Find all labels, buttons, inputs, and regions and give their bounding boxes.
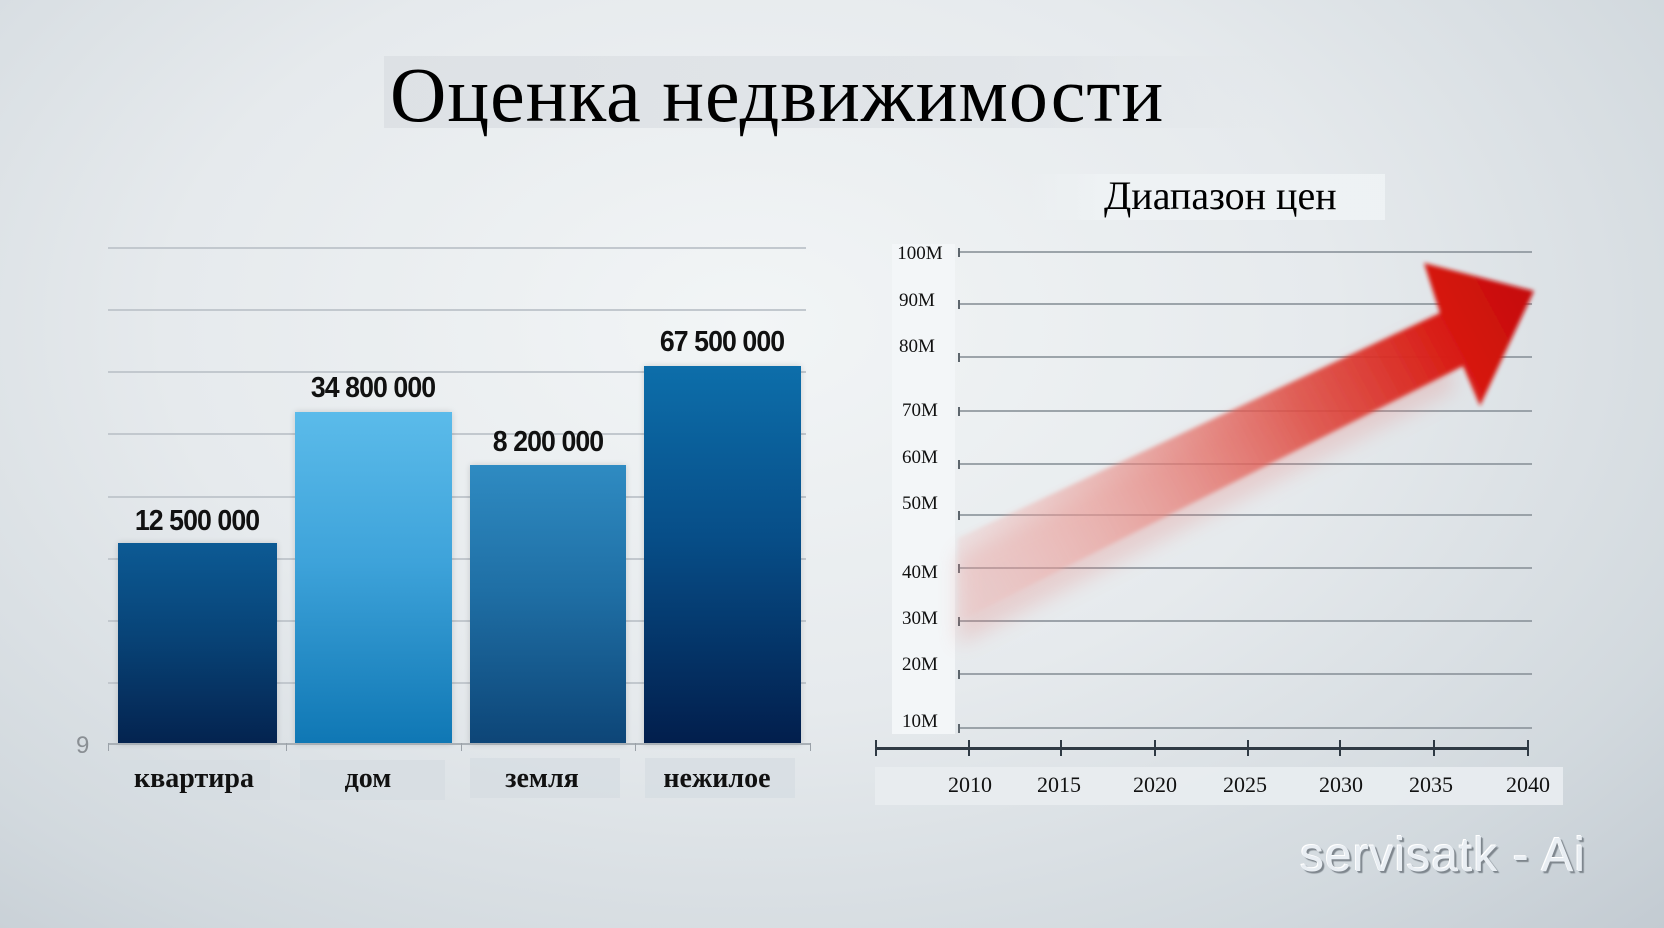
y-tick-label: 30M — [902, 608, 938, 629]
x-tick — [1433, 740, 1435, 756]
bar-value-label: 34 800 000 — [310, 372, 436, 404]
bar-value-label: 12 500 000 — [134, 505, 260, 537]
y-tick — [958, 670, 960, 679]
x-axis — [875, 747, 1528, 750]
y-tick-label: 40M — [902, 562, 938, 583]
category-label-dom: дом — [344, 763, 392, 794]
y-tick — [958, 460, 960, 469]
watermark: servisatk - Ai — [1300, 829, 1587, 882]
y-tick — [958, 511, 960, 520]
gridline — [108, 620, 806, 622]
gridline-50m — [958, 514, 1532, 516]
x-axis-tick — [635, 743, 636, 751]
category-label-zemlya: земля — [505, 763, 579, 794]
gridline — [108, 682, 806, 684]
bar-kvartira — [118, 543, 277, 744]
bar-value-label: 67 500 000 — [659, 326, 785, 358]
y-tick-label: 70M — [902, 400, 938, 421]
gridline — [108, 309, 806, 311]
x-axis-tick — [286, 743, 287, 751]
x-label-background — [875, 767, 1563, 805]
x-tick — [875, 740, 877, 756]
y-tick — [958, 300, 960, 309]
x-axis-tick — [461, 743, 462, 751]
x-tick — [1339, 740, 1341, 756]
gridline-90m — [958, 303, 1532, 305]
label-background — [300, 760, 445, 800]
category-label-nezhiloe: нежилое — [663, 763, 771, 794]
category-label-kvartira: квартира — [134, 763, 254, 794]
subtitle-background — [1030, 174, 1385, 220]
y-tick-label: 60M — [902, 447, 938, 468]
label-background — [470, 758, 620, 798]
y-tick-label: 20M — [902, 654, 938, 675]
label-background — [120, 760, 270, 800]
gridline — [108, 496, 806, 498]
x-axis-tick — [810, 743, 811, 751]
x-tick-label: 2035 — [1409, 772, 1453, 797]
gridline-20m — [958, 673, 1532, 675]
gridline — [108, 247, 806, 249]
x-tick-label: 2025 — [1223, 772, 1267, 797]
y-tick — [958, 248, 960, 257]
x-tick — [1247, 740, 1249, 756]
y-axis-origin-label: 9 — [76, 732, 90, 759]
y-tick — [958, 353, 960, 362]
x-tick — [1154, 740, 1156, 756]
y-tick-label: 10M — [902, 711, 938, 732]
gridline-30m — [958, 620, 1532, 622]
y-tick-label: 100M — [897, 243, 943, 264]
y-tick-label: 90M — [899, 290, 935, 311]
title-background — [384, 56, 1276, 128]
y-label-background — [892, 244, 955, 734]
x-axis-tick — [108, 743, 109, 751]
gridline — [108, 558, 806, 560]
x-tick-label: 2030 — [1319, 772, 1363, 797]
gridline-40m — [958, 567, 1532, 569]
gridline-10m — [958, 727, 1532, 729]
y-tick — [958, 407, 960, 416]
gridline — [108, 371, 806, 373]
x-tick — [968, 740, 970, 756]
x-tick-label: 2040 — [1506, 772, 1550, 797]
x-axis-baseline — [108, 743, 811, 745]
x-tick-label: 2010 — [948, 772, 992, 797]
y-tick — [958, 724, 960, 733]
bar-zemlya — [470, 465, 626, 744]
y-tick-label: 80M — [899, 336, 935, 357]
x-tick — [1060, 740, 1062, 756]
gridline-100m — [958, 251, 1532, 253]
y-tick-label: 50M — [902, 493, 938, 514]
bar-dom — [295, 412, 452, 744]
chart-subtitle: Диапазон цен — [1104, 173, 1337, 218]
page-title: Оценка недвижимости — [390, 51, 1165, 138]
x-tick — [1527, 740, 1529, 756]
x-tick-label: 2020 — [1133, 772, 1177, 797]
gridline-80m — [958, 356, 1532, 358]
x-tick-label: 2015 — [1037, 772, 1081, 797]
bar-value-label: 8 200 000 — [492, 426, 604, 458]
label-background — [645, 758, 795, 798]
gridline — [108, 433, 806, 435]
bar-nezhiloe — [644, 366, 801, 744]
